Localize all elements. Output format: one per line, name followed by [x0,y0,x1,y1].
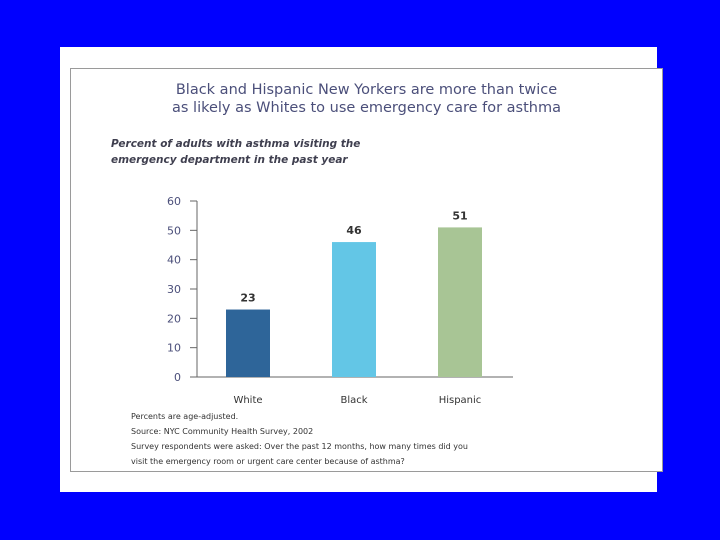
chart-labels: 23 White 46 Black 51 Hispanic [233,209,481,406]
bar-series [226,227,482,377]
y-tick-label: 10 [167,342,181,355]
note-source: Source: NYC Community Health Survey, 200… [131,427,314,436]
bar-white [226,309,270,377]
y-tick-label: 60 [167,195,181,208]
y-tick-label: 20 [167,312,181,325]
y-tick-label: 50 [167,224,181,237]
note-question-line-1: Survey respondents were asked: Over the … [131,442,468,451]
chart-frame: Black and Hispanic New Yorkers are more … [70,68,663,472]
note-question-line-2: visit the emergency room or urgent care … [131,457,405,466]
x-category-label: Hispanic [439,395,482,406]
bar-black [332,242,376,377]
data-label: 23 [240,292,255,305]
note-age-adjusted: Percents are age-adjusted. [131,412,239,421]
chart-title: Black and Hispanic New Yorkers are more … [175,82,558,98]
data-label: 46 [346,224,362,237]
slide-panel: Black and Hispanic New Yorkers are more … [60,47,663,492]
chart-subtitle: as likely as Whites to use emergency car… [172,100,561,116]
chart-notes: Percents are age-adjusted. Source: NYC C… [131,409,468,469]
x-category-label: White [233,395,262,406]
y-axis-caption-line-2: emergency department in the past year [111,154,348,166]
y-tick-label: 40 [167,254,181,267]
bar-hispanic [438,227,482,377]
y-axis-caption: Percent of adults with asthma visiting t… [111,136,360,168]
y-tick-label: 30 [167,283,181,296]
x-category-label: Black [340,395,367,406]
bar-chart: 0 10 20 30 40 50 60 23 White 46 Black 51 Hispanic [167,195,513,406]
data-label: 51 [452,209,467,222]
y-tick-label: 0 [174,371,181,384]
y-axis-caption-line-1: Percent of adults with asthma visiting t… [111,138,361,150]
